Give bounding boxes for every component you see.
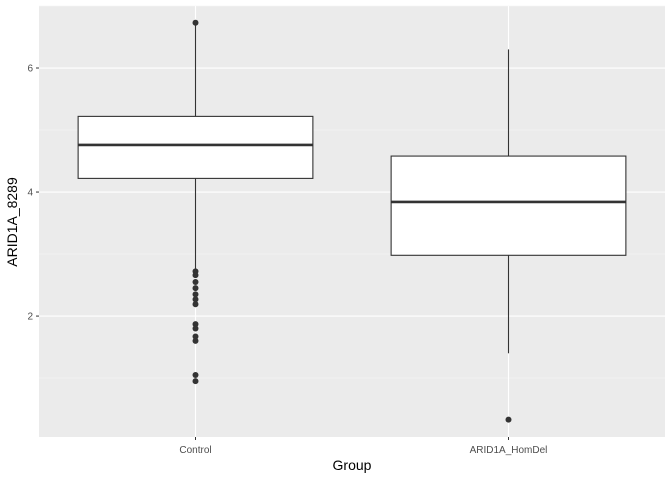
x-axis-title: Group [333,457,372,473]
y-tick-label: 2 [27,312,33,323]
outlier-point [192,285,199,292]
y-tick-label: 4 [27,188,33,199]
x-tick-label: ARID1A_HomDel [470,445,548,456]
outlier-point [192,301,199,308]
outlier-point [192,296,199,303]
outlier-point [192,278,199,285]
box-arid1a-homdel [390,49,627,423]
box-control [77,19,314,385]
y-axis-title: ARID1A_8289 [4,177,20,267]
outlier-point [192,371,199,378]
y-tick-label: 6 [27,64,33,75]
iqr-box [390,155,627,256]
outlier-point [192,333,199,340]
outlier-point [192,321,199,328]
outlier-point [192,19,199,26]
outlier-point [192,291,199,298]
iqr-box [77,115,314,179]
x-tick-label: Control [179,445,211,456]
boxes-layer [77,19,627,423]
outlier-point [192,378,199,385]
outlier-point [192,325,199,332]
outlier-point [192,272,199,279]
outlier-point [192,337,199,344]
axes-layer: 2 4 6 Control ARID1A_HomDel [27,64,547,456]
outlier-point [505,416,512,423]
